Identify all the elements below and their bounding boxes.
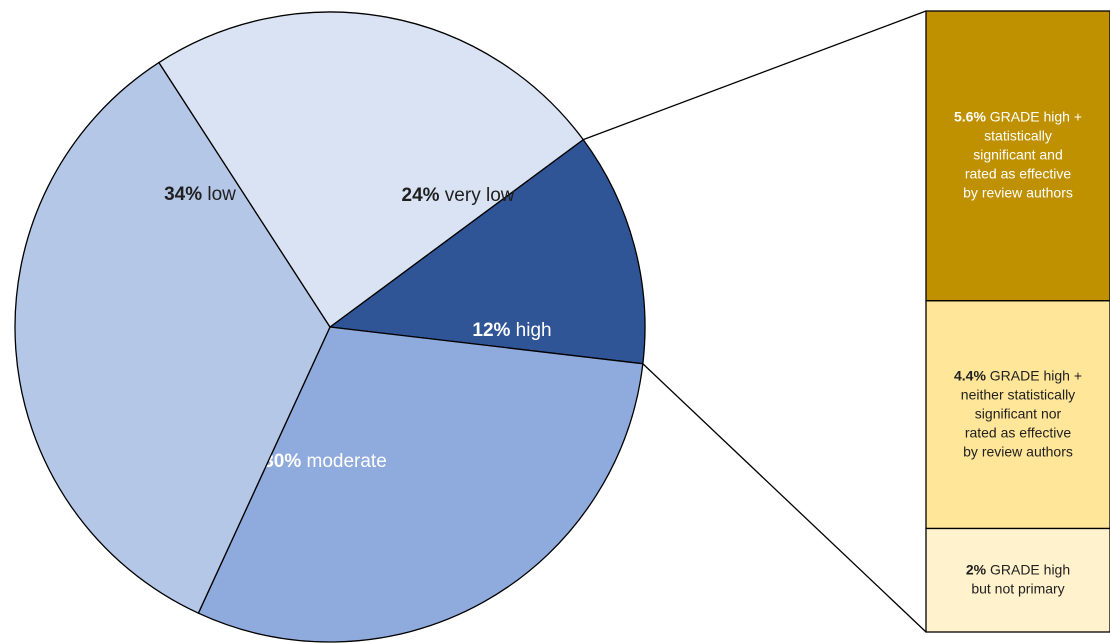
pie-label-category: high: [510, 320, 551, 341]
pie-label-category: low: [202, 184, 236, 205]
connector-line-top: [582, 10, 927, 141]
connector-line-bottom: [642, 363, 927, 633]
pie-label-high: 12% high: [472, 320, 551, 341]
pie-label-pct: 24%: [402, 185, 440, 206]
breakdown-label-line: neither statistically: [961, 386, 1075, 402]
breakdown-label-pct: 2%: [966, 561, 990, 577]
breakdown-label-line: 4.4% GRADE high +: [954, 367, 1082, 383]
breakdown-segment-2: [925, 300, 1110, 530]
pie-label-pct: 12%: [472, 320, 510, 341]
pie-label-category: moderate: [301, 451, 387, 472]
breakdown-label-text: GRADE high +: [990, 367, 1082, 383]
pie-slice-high: [328, 138, 646, 365]
breakdown-label-line: rated as effective: [965, 166, 1072, 182]
pie-label-pct: 30%: [263, 451, 301, 472]
breakdown-label-line: significant nor: [975, 405, 1062, 421]
breakdown-label-line: by review authors: [963, 185, 1073, 201]
breakdown-label-3: 2% GRADE high but not primary: [966, 561, 1070, 596]
breakdown-segment-1: [925, 10, 1110, 302]
breakdown-label-2: 4.4% GRADE high + neither statistically si…: [954, 367, 1082, 459]
pie-slice-very-low: [158, 11, 585, 328]
breakdown-label-text: GRADE high +: [990, 109, 1082, 125]
pie-label-very-low: 24% very low: [402, 185, 515, 206]
breakdown-label-line: significant and: [973, 147, 1063, 163]
breakdown-label-1: 5.6% GRADE high + statistically significan…: [954, 109, 1082, 201]
breakdown-label-line: 5.6% GRADE high +: [954, 109, 1082, 125]
pie-label-moderate: 30% moderate: [263, 451, 387, 472]
breakdown-label-pct: 4.4%: [954, 367, 990, 383]
connector-lines: [582, 10, 927, 633]
breakdown-label-text: GRADE high: [990, 561, 1070, 577]
breakdown-label-line: but not primary: [971, 580, 1064, 596]
breakdown-label-pct: 5.6%: [954, 109, 990, 125]
pie-label-low: 34% low: [164, 184, 236, 205]
pie: 12% high 30% moderate 34% low 24% very low: [14, 11, 646, 643]
pie-slice-moderate: [197, 326, 644, 643]
breakdown-label-line: 2% GRADE high: [966, 561, 1070, 577]
pie-label-category: very low: [440, 185, 515, 206]
pie-label-pct: 34%: [164, 184, 202, 205]
pie-slice-low: [14, 61, 331, 615]
breakdown-bar: 5.6% GRADE high + statistically significan…: [925, 10, 1110, 633]
breakdown-label-line: by review authors: [963, 443, 1073, 459]
breakdown-label-line: rated as effective: [965, 424, 1072, 440]
breakdown-label-line: statistically: [984, 128, 1052, 144]
breakdown-segment-3: [925, 527, 1110, 633]
